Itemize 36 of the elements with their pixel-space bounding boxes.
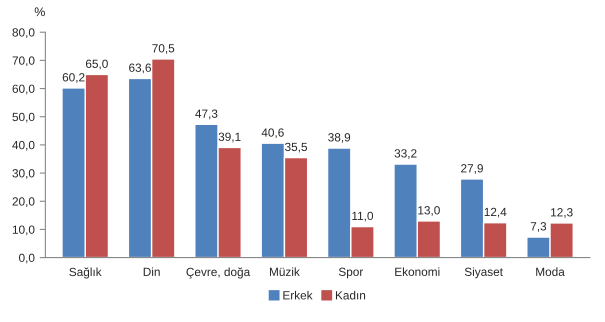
x-tick-label: Siyaset — [464, 267, 503, 278]
legend-label: Erkek — [283, 290, 313, 300]
data-label: 70,5 — [152, 44, 174, 54]
data-label: 13,0 — [418, 206, 440, 216]
y-tick-label: 50,0 — [12, 112, 34, 123]
x-tick-label: Sağlık — [69, 267, 102, 278]
data-label: 47,3 — [195, 109, 218, 120]
x-tick-label: Din — [144, 267, 160, 276]
y-tick-label: 20,0 — [12, 197, 34, 208]
x-tick-label: Müzik — [270, 267, 300, 276]
data-label: 12,4 — [484, 208, 506, 218]
data-label: 65,0 — [86, 60, 108, 70]
data-label: 12,3 — [551, 208, 573, 218]
data-label: 27,9 — [461, 164, 483, 174]
y-tick-label: 40,0 — [12, 140, 34, 151]
data-label: 7,3 — [530, 222, 546, 232]
y-axis-title: % — [34, 7, 45, 16]
y-tick-label: 10,0 — [12, 225, 34, 236]
x-tick-label: Ekonomi — [395, 267, 440, 276]
data-label: 60,2 — [62, 73, 84, 83]
legend-label: Kadın — [336, 290, 366, 300]
data-label: 63,6 — [129, 64, 151, 74]
data-label: 40,6 — [262, 128, 284, 138]
x-tick-label: Spor — [338, 268, 364, 278]
data-label: 33,2 — [394, 149, 417, 159]
data-label: 38,9 — [328, 133, 350, 143]
data-label: 11,0 — [352, 212, 374, 222]
y-tick-label: 0,0 — [19, 254, 34, 264]
data-label: 35,5 — [285, 142, 308, 152]
x-tick-label: Moda — [536, 267, 565, 276]
data-label: 39,1 — [218, 132, 241, 142]
y-tick-label: 30,0 — [12, 169, 34, 179]
y-tick-label: 60,0 — [12, 84, 34, 94]
y-tick-label: 80,0 — [12, 28, 34, 38]
x-tick-label: Çevre, doğa — [186, 267, 250, 279]
y-tick-label: 70,0 — [12, 56, 34, 66]
